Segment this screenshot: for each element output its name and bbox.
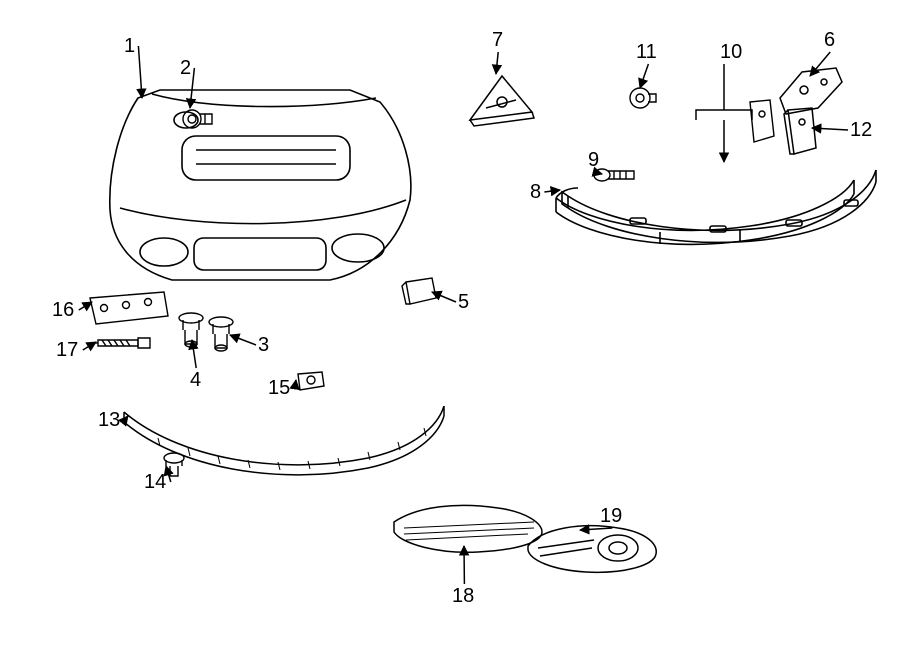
callout-2: 2 <box>180 58 191 78</box>
callout-12: 12 <box>850 120 872 140</box>
part-clip <box>294 368 328 394</box>
callout-11: 11 <box>636 42 657 62</box>
part-grille-insert <box>388 498 548 556</box>
callout-14: 14 <box>144 472 166 492</box>
callout-3: 3 <box>258 335 269 355</box>
callout-17: 17 <box>56 340 78 360</box>
part-screw <box>94 332 156 354</box>
part-bracket-upper <box>774 62 848 120</box>
part-sensor <box>624 84 658 114</box>
part-bumper-cover <box>100 80 420 290</box>
part-bulb <box>178 102 218 136</box>
part-bracket-side <box>782 104 822 160</box>
part-retainer-3 <box>206 314 236 354</box>
part-retainer-4 <box>176 310 206 350</box>
callout-16: 16 <box>52 300 74 320</box>
callout-13: 13 <box>98 410 120 430</box>
callout-10: 10 <box>720 42 742 62</box>
callout-6: 6 <box>824 30 835 50</box>
callout-8: 8 <box>530 182 541 202</box>
parts-diagram: 12345678910111213141516171819 <box>0 0 900 661</box>
callout-19: 19 <box>600 506 622 526</box>
part-bracket-tri <box>462 70 538 130</box>
part-bolt-14 <box>162 448 198 480</box>
callout-18: 18 <box>452 586 474 606</box>
callout-1: 1 <box>124 36 135 56</box>
callout-4: 4 <box>190 370 201 390</box>
callout-7: 7 <box>492 30 503 50</box>
part-absorber <box>550 172 860 252</box>
part-fog-lamp <box>522 518 662 578</box>
part-air-deflector <box>118 398 448 476</box>
part-plate-bracket <box>86 288 172 328</box>
callout-15: 15 <box>268 378 290 398</box>
part-plug <box>400 274 440 308</box>
callout-5: 5 <box>458 292 469 312</box>
callout-9: 9 <box>588 150 599 170</box>
part-impact-bar <box>560 150 880 246</box>
part-bracket-side-b <box>744 96 778 148</box>
leader-lines <box>0 0 900 661</box>
